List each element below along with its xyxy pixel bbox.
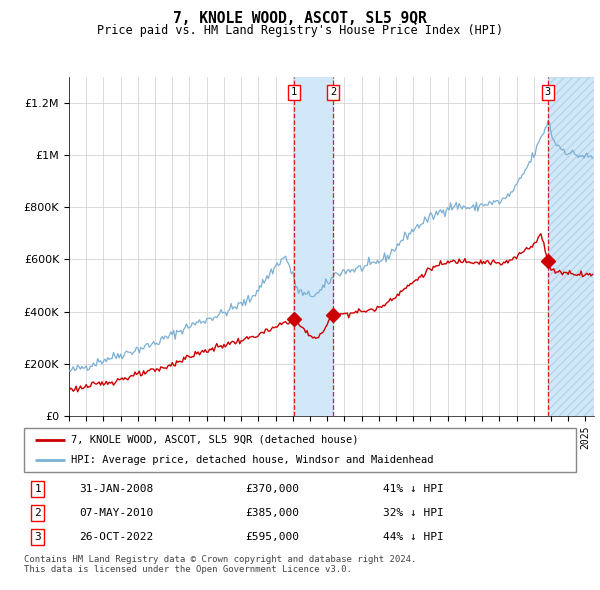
Text: 32% ↓ HPI: 32% ↓ HPI [383,508,443,518]
Text: 1: 1 [34,484,41,494]
Text: 7, KNOLE WOOD, ASCOT, SL5 9QR (detached house): 7, KNOLE WOOD, ASCOT, SL5 9QR (detached … [71,435,358,445]
Text: Price paid vs. HM Land Registry's House Price Index (HPI): Price paid vs. HM Land Registry's House … [97,24,503,37]
Text: 7, KNOLE WOOD, ASCOT, SL5 9QR: 7, KNOLE WOOD, ASCOT, SL5 9QR [173,11,427,25]
Bar [548,77,594,416]
Text: £370,000: £370,000 [245,484,299,494]
Bar [548,77,594,416]
Text: Contains HM Land Registry data © Crown copyright and database right 2024.
This d: Contains HM Land Registry data © Crown c… [24,555,416,574]
Text: 41% ↓ HPI: 41% ↓ HPI [383,484,443,494]
Text: 07-MAY-2010: 07-MAY-2010 [79,508,154,518]
Text: 31-JAN-2008: 31-JAN-2008 [79,484,154,494]
Text: 26-OCT-2022: 26-OCT-2022 [79,532,154,542]
Text: 3: 3 [34,532,41,542]
FancyBboxPatch shape [24,428,576,472]
Text: 3: 3 [545,87,551,97]
Text: £385,000: £385,000 [245,508,299,518]
Text: 2: 2 [34,508,41,518]
Text: 1: 1 [291,87,298,97]
Text: 44% ↓ HPI: 44% ↓ HPI [383,532,443,542]
Bar [294,77,333,416]
Text: HPI: Average price, detached house, Windsor and Maidenhead: HPI: Average price, detached house, Wind… [71,455,433,465]
Text: £595,000: £595,000 [245,532,299,542]
Text: 2: 2 [330,87,337,97]
